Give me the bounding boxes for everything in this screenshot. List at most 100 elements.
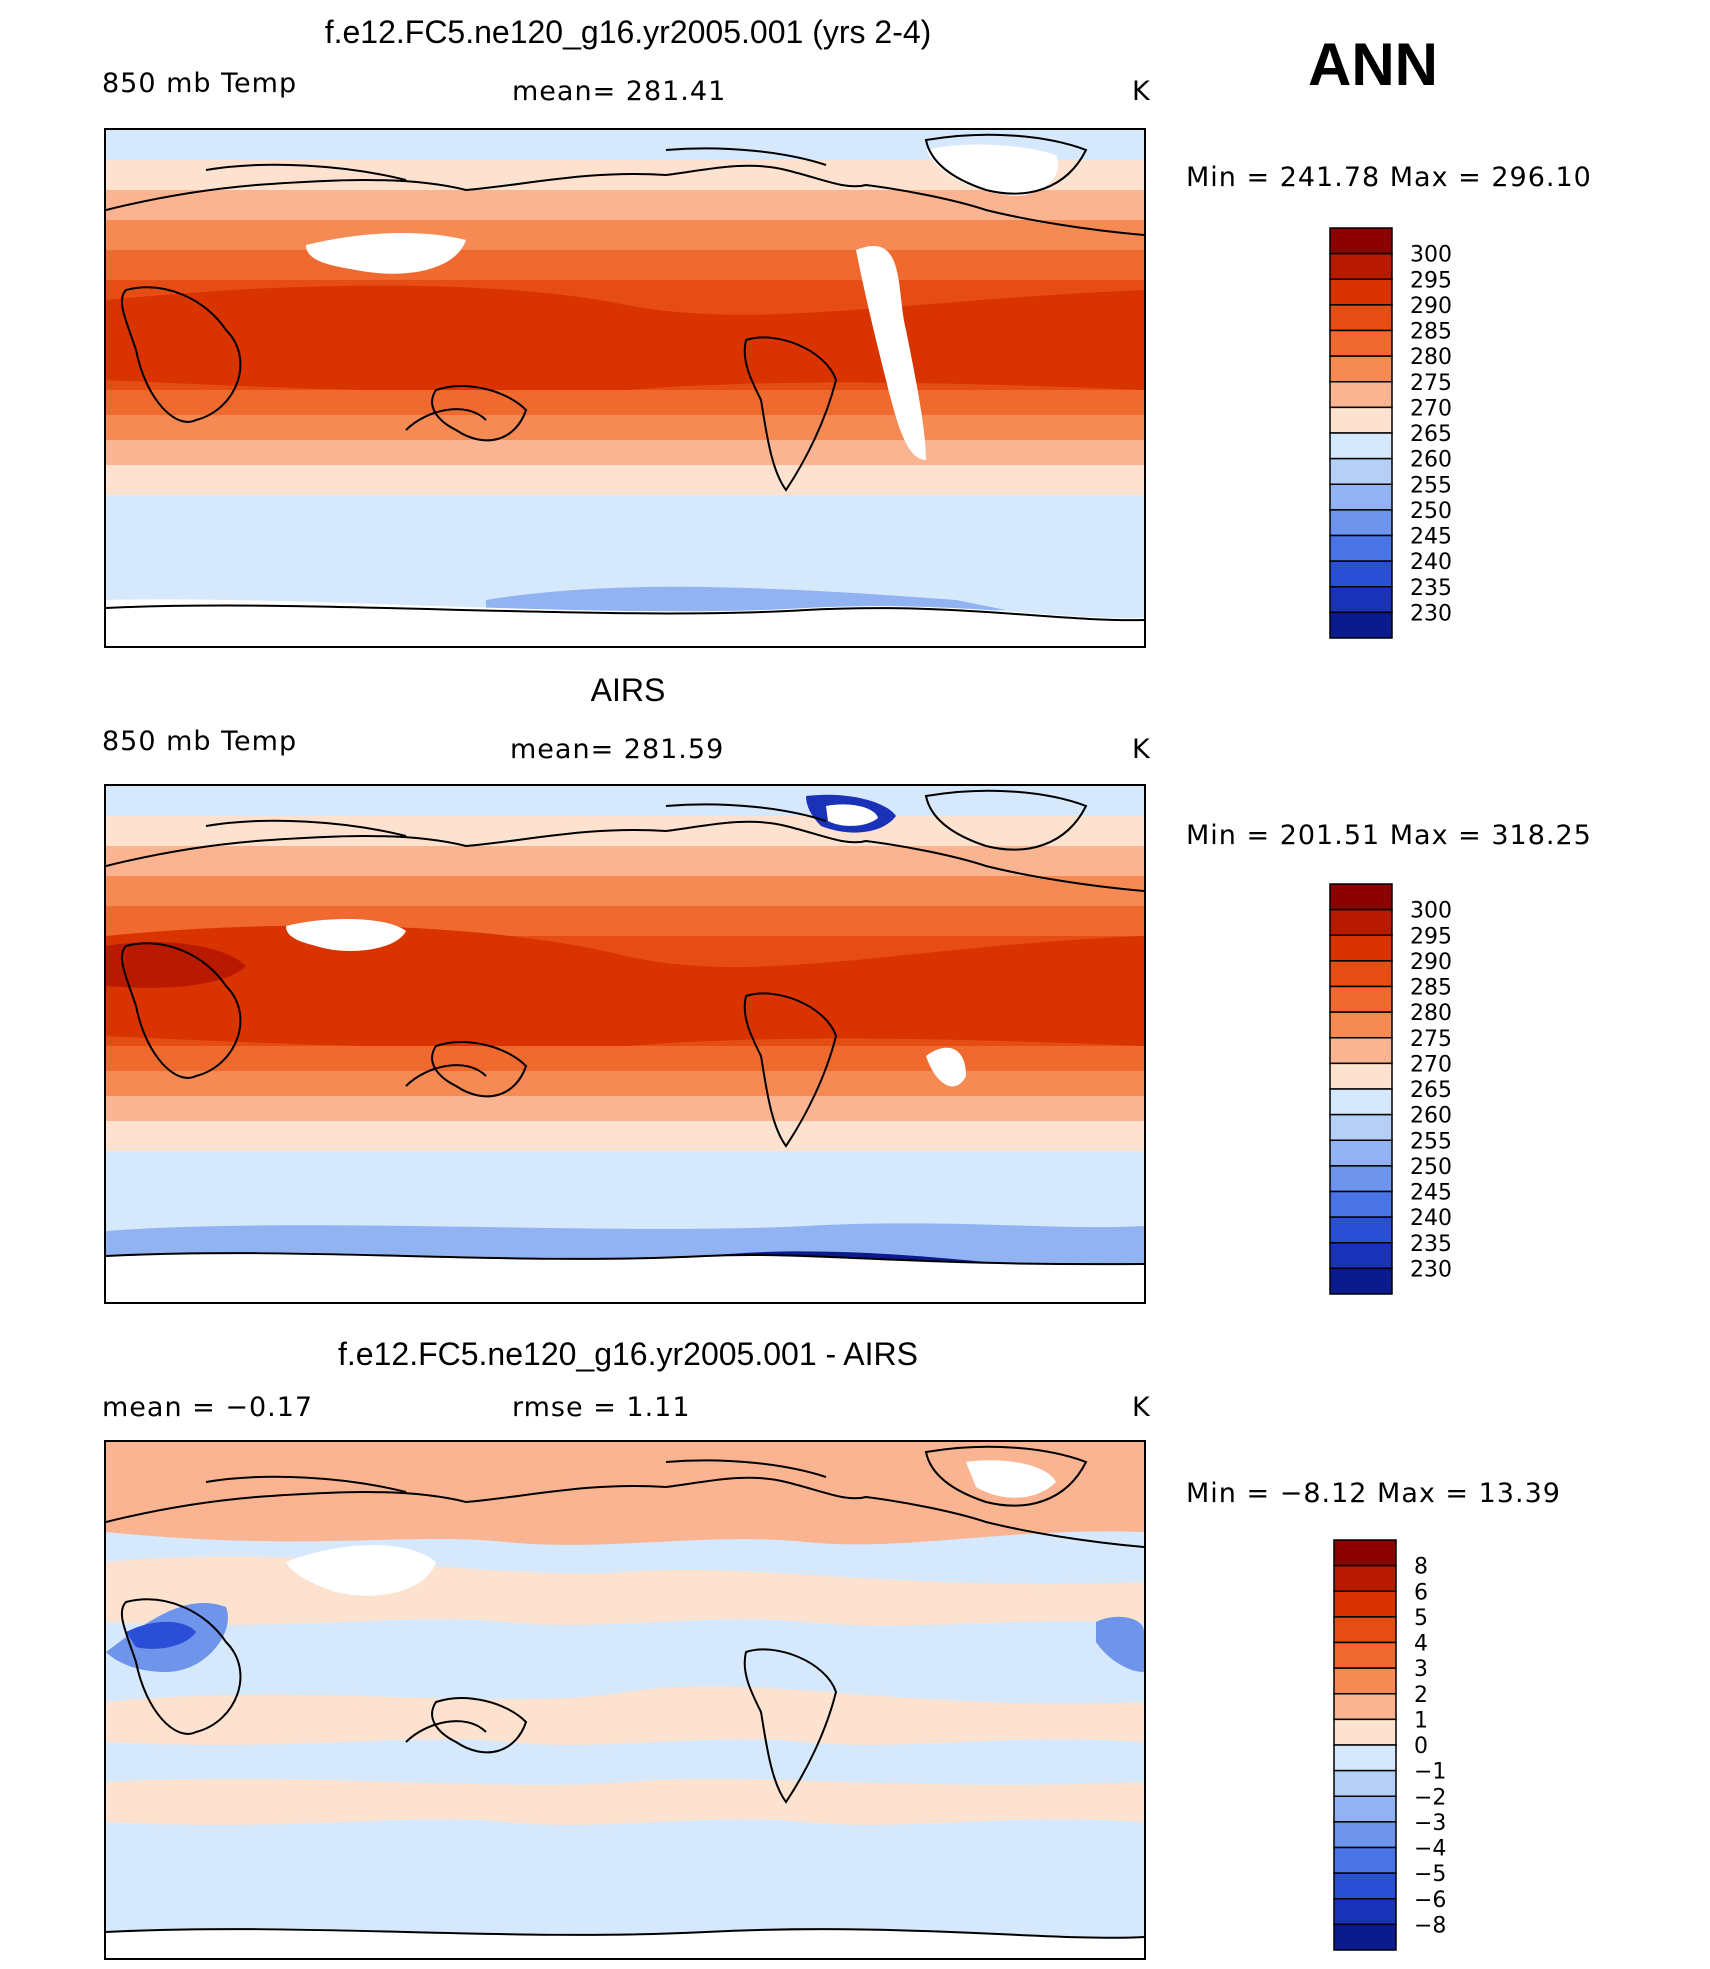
colorbar-model-tick-label: 245 (1410, 525, 1452, 550)
colorbar-airs-tick-label: 240 (1410, 1206, 1452, 1231)
colorbar-model-tick-label: 250 (1410, 499, 1452, 524)
colorbar-difference-swatch (1333, 1590, 1397, 1618)
panel2-units-label: K (1132, 734, 1151, 765)
colorbar-airs-tick-label: 265 (1410, 1078, 1452, 1103)
colorbar-difference-swatch (1333, 1718, 1397, 1746)
panel3-units-label: K (1132, 1392, 1151, 1423)
colorbar-airs-swatch (1329, 934, 1393, 962)
colorbar-model-tick-label: 235 (1410, 576, 1452, 601)
colorbar-airs-swatch (1329, 1113, 1393, 1141)
colorbar-difference-tick-label: 4 (1414, 1632, 1428, 1657)
colorbar-model-tick-label: 265 (1410, 422, 1452, 447)
colorbar-difference-swatch (1333, 1923, 1397, 1951)
colorbar-airs-tick-label: 285 (1410, 976, 1452, 1001)
colorbar-difference-swatch (1333, 1667, 1397, 1695)
colorbar-airs-swatch (1329, 908, 1393, 936)
colorbar-airs-swatch (1329, 1267, 1393, 1295)
panel2-left-label: 850 mb Temp (102, 726, 298, 757)
colorbar-airs-swatch (1329, 1011, 1393, 1039)
panel3-rmse-label: rmse = 1.11 (512, 1392, 691, 1423)
colorbar-airs-tick-label: 245 (1410, 1181, 1452, 1206)
colorbar-model-swatch (1329, 406, 1393, 434)
panel2-mean-label: mean= 281.59 (510, 734, 725, 765)
panel2-title: AIRS (590, 672, 666, 708)
colorbar-model-swatch (1329, 355, 1393, 383)
colorbar-model-swatch (1329, 560, 1393, 588)
colorbar-airs-tick-label: 280 (1410, 1001, 1452, 1026)
colorbar-airs-swatch (1329, 883, 1393, 911)
colorbar-difference-tick-label: −1 (1414, 1760, 1446, 1785)
colorbar-difference-swatch (1333, 1898, 1397, 1926)
colorbar-model-tick-label: 240 (1410, 550, 1452, 575)
difference-temperature-map (104, 1440, 1146, 1960)
colorbar-airs-tick-label: 295 (1410, 924, 1452, 949)
colorbar-model-swatch (1329, 227, 1393, 255)
colorbar-airs-swatch (1329, 1190, 1393, 1218)
colorbar-airs-tick-label: 230 (1410, 1257, 1452, 1282)
colorbar-airs-tick-label: 260 (1410, 1104, 1452, 1129)
colorbar-airs-tick-label: 300 (1410, 899, 1452, 924)
model-map-svg (106, 130, 1144, 646)
colorbar-difference-tick-label: −6 (1414, 1888, 1446, 1913)
colorbar-difference-swatch (1333, 1693, 1397, 1721)
colorbar-model-tick-label: 295 (1410, 268, 1452, 293)
colorbar-airs-tick-label: 270 (1410, 1052, 1452, 1077)
colorbar-model-tick-label: 280 (1410, 345, 1452, 370)
colorbar-model: 3002952902852802752702652602552502452402… (1329, 227, 1452, 639)
panel1-minmax: Min = 241.78 Max = 296.10 (1186, 162, 1592, 193)
colorbar-difference-tick-label: −3 (1414, 1811, 1446, 1836)
colorbar-airs-swatch (1329, 960, 1393, 988)
colorbar-difference-swatch (1333, 1769, 1397, 1797)
colorbar-difference-tick-label: 5 (1414, 1606, 1428, 1631)
colorbar-model-swatch (1329, 432, 1393, 460)
colorbar-model-tick-label: 260 (1410, 448, 1452, 473)
colorbar-model-swatch (1329, 381, 1393, 409)
colorbar-difference-swatch (1333, 1744, 1397, 1772)
colorbar-difference-tick-label: 1 (1414, 1708, 1428, 1733)
colorbar-difference-swatch (1333, 1846, 1397, 1874)
colorbar-airs-tick-label: 290 (1410, 950, 1452, 975)
airs-temperature-map (104, 784, 1146, 1304)
colorbar-airs-swatch (1329, 1242, 1393, 1270)
colorbar-difference-swatch (1333, 1564, 1397, 1592)
colorbar-difference-tick-label: 0 (1414, 1734, 1428, 1759)
colorbar-difference-swatch (1333, 1821, 1397, 1849)
colorbar-airs-swatch (1329, 1037, 1393, 1065)
colorbar-difference-tick-label: 8 (1414, 1555, 1428, 1580)
colorbar-airs-swatch (1329, 1139, 1393, 1167)
colorbar-difference-tick-label: 2 (1414, 1683, 1428, 1708)
colorbar-model-tick-label: 255 (1410, 473, 1452, 498)
panel1-units-label: K (1132, 76, 1151, 107)
colorbar-airs-tick-label: 235 (1410, 1232, 1452, 1257)
colorbar-airs-swatch (1329, 1062, 1393, 1090)
panel3-mean-label: mean = −0.17 (102, 1392, 314, 1423)
season-label: ANN (1308, 31, 1438, 98)
colorbar-difference-swatch (1333, 1641, 1397, 1669)
colorbar-model-swatch (1329, 329, 1393, 357)
colorbar-model-swatch (1329, 611, 1393, 639)
colorbar-airs-tick-label: 255 (1410, 1129, 1452, 1154)
colorbar-model-tick-label: 285 (1410, 320, 1452, 345)
panel1-title: f.e12.FC5.ne120_g16.yr2005.001 (yrs 2-4) (324, 14, 932, 50)
colorbar-difference-swatch (1333, 1872, 1397, 1900)
colorbar-difference-tick-label: −2 (1414, 1785, 1446, 1810)
panel1-mean-label: mean= 281.41 (512, 76, 727, 107)
colorbar-model-tick-label: 270 (1410, 396, 1452, 421)
colorbar-model-tick-label: 290 (1410, 294, 1452, 319)
colorbar-difference-tick-label: 6 (1414, 1580, 1428, 1605)
colorbar-model-swatch (1329, 483, 1393, 511)
model-temperature-map (104, 128, 1146, 648)
colorbar-model-swatch (1329, 534, 1393, 562)
colorbar-airs-tick-label: 275 (1410, 1027, 1452, 1052)
colorbar-model-swatch (1329, 457, 1393, 485)
panel1-left-label: 850 mb Temp (102, 68, 298, 99)
colorbar-difference-swatch (1333, 1539, 1397, 1567)
colorbar-airs: 3002952902852802752702652602552502452402… (1329, 883, 1452, 1295)
colorbar-model-swatch (1329, 278, 1393, 306)
colorbar-difference-tick-label: −8 (1414, 1913, 1446, 1938)
panel2-minmax: Min = 201.51 Max = 318.25 (1186, 820, 1592, 851)
colorbar-difference-swatch (1333, 1616, 1397, 1644)
colorbar-model-tick-label: 300 (1410, 243, 1452, 268)
